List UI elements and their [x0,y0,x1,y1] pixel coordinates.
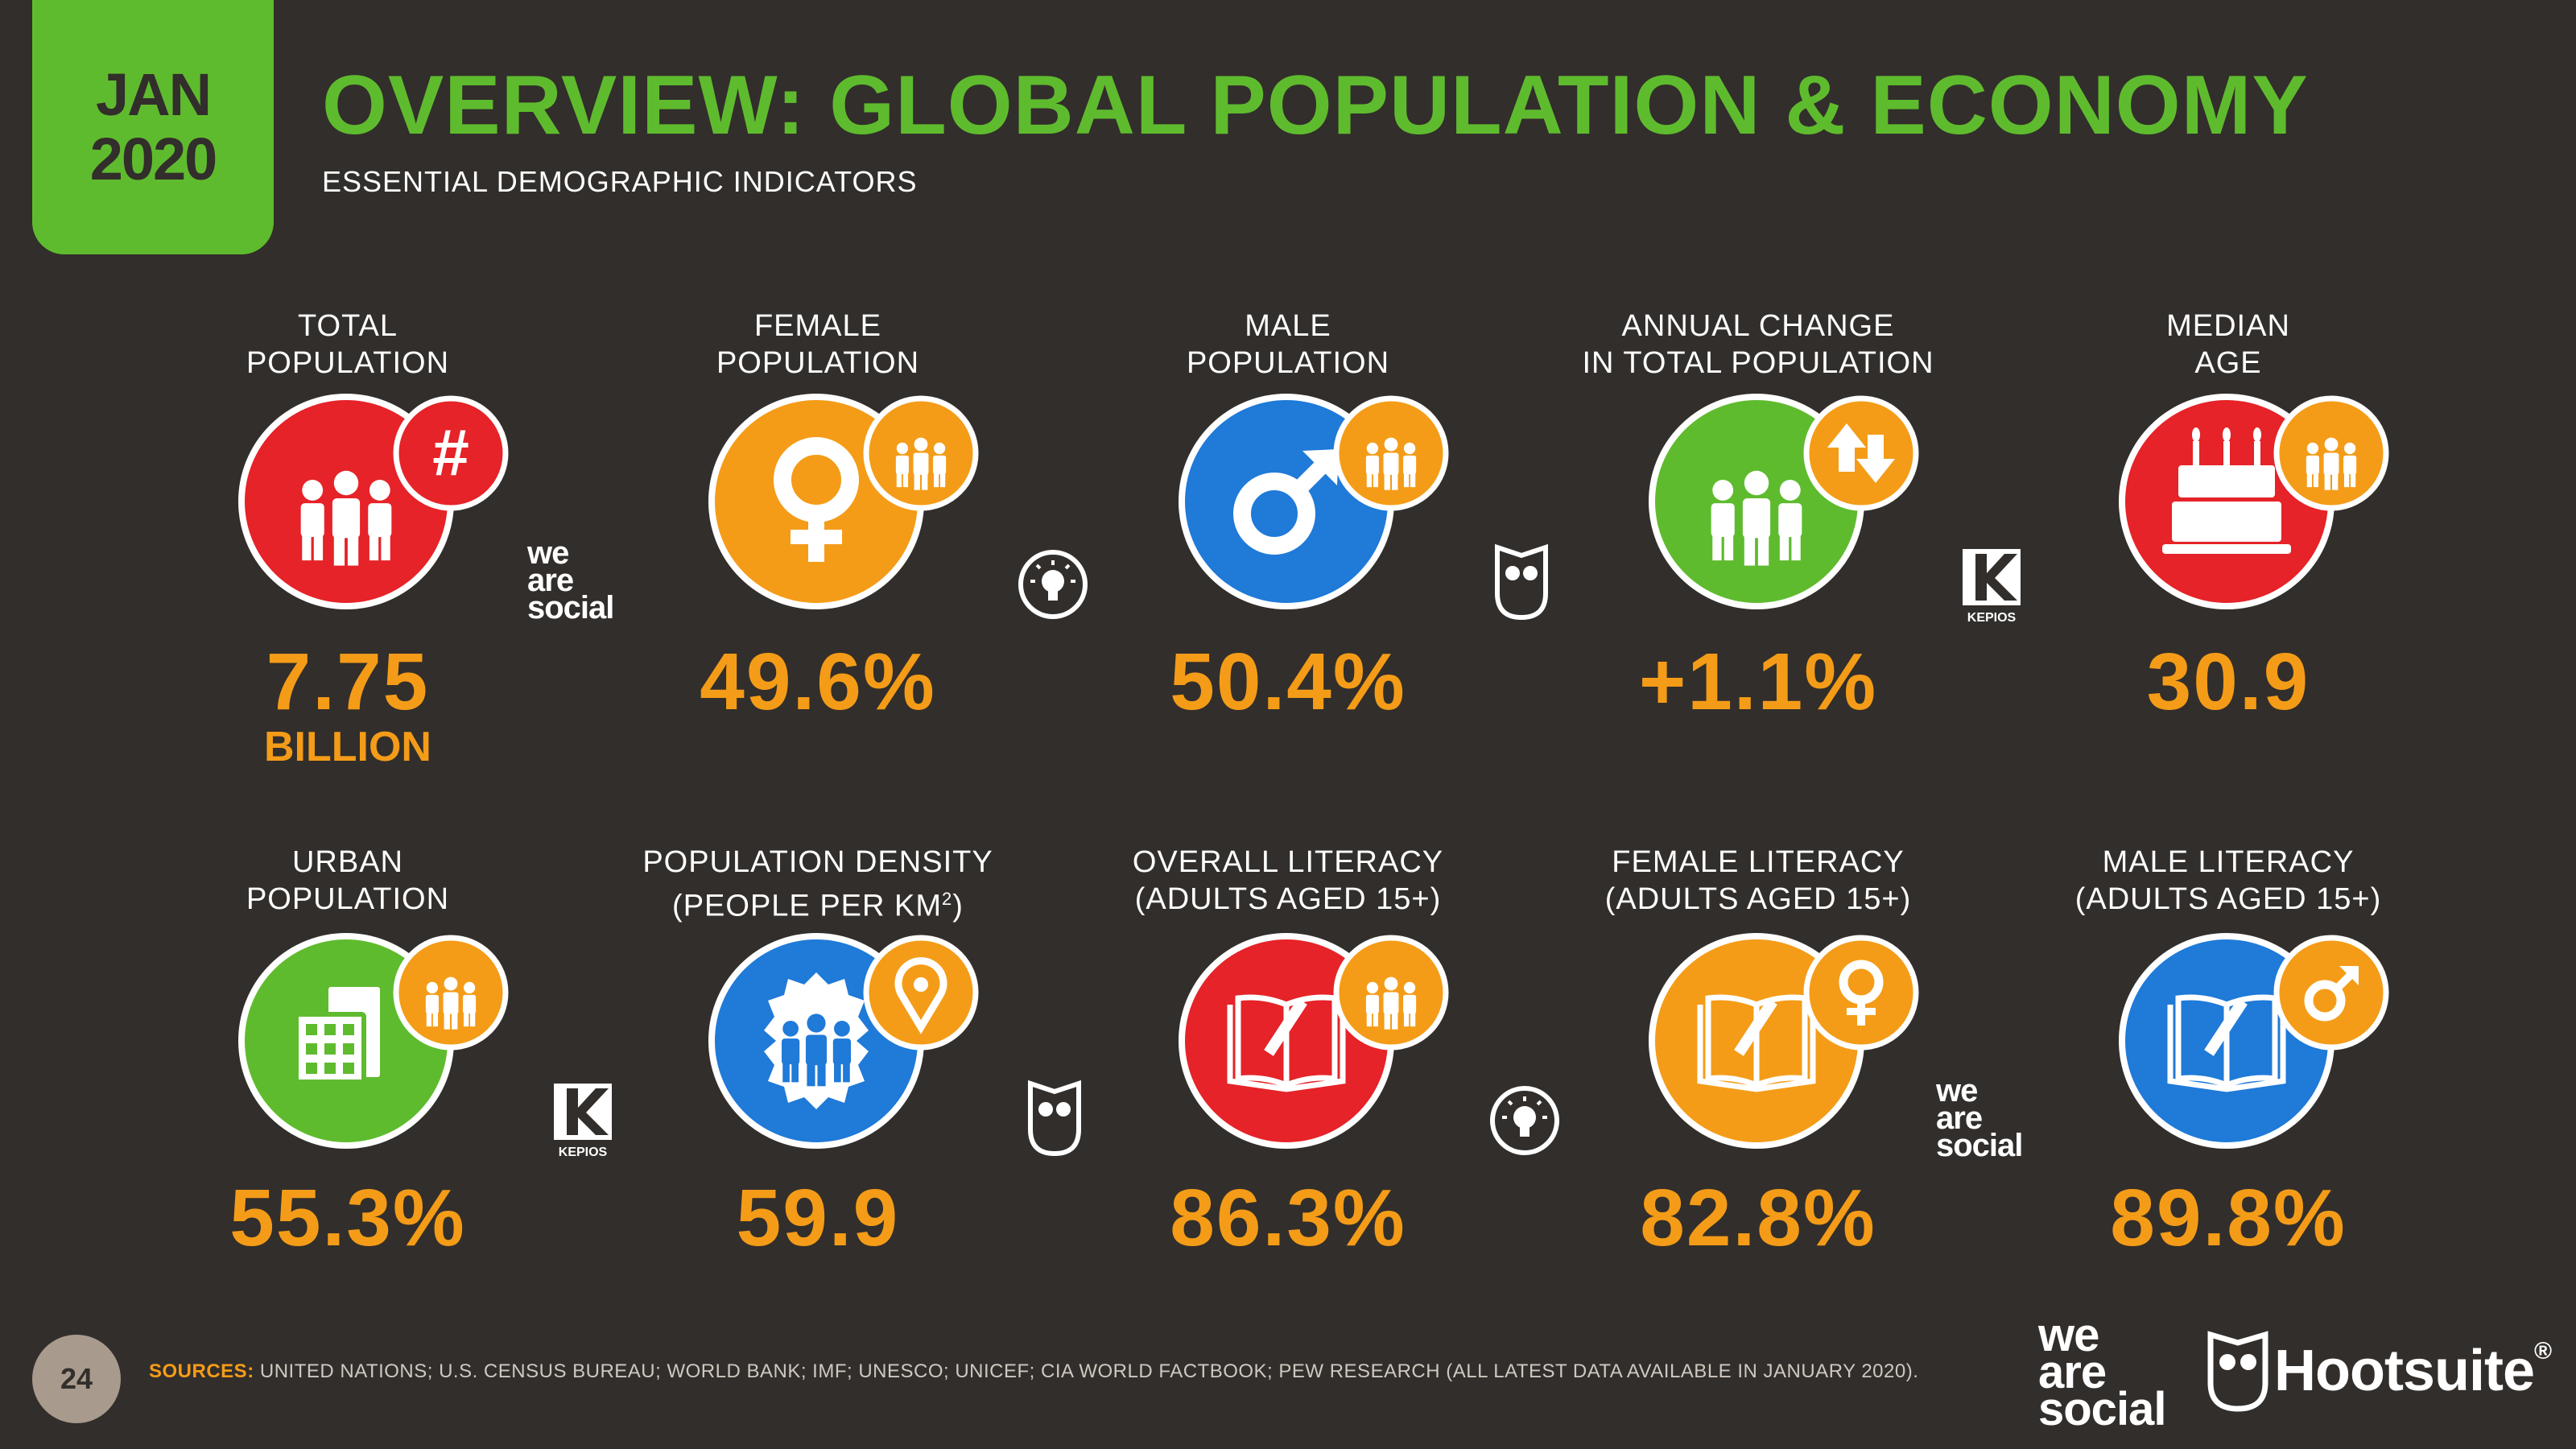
male-literacy-label: MALE LITERACY (ADULTS AGED 15+) [2074,845,2382,916]
annual-change-label: ANNUAL CHANGE IN TOTAL POPULATION [1582,309,1934,380]
book-male-icon [2119,933,2389,1149]
date-badge: JAN 2020 [32,0,274,254]
male-population-label: MALE POPULATION [1186,309,1390,380]
sources-note: SOURCES: UNITED NATIONS; U.S. CENSUS BUR… [149,1360,1919,1382]
page-number: 24 [32,1335,121,1423]
page-subtitle: ESSENTIAL DEMOGRAPHIC INDICATORS [322,165,918,198]
total-population-label: TOTAL POPULATION [246,309,450,380]
we-are-social-logo: we are social [2038,1309,2166,1435]
total-population-unit: BILLION [264,724,431,770]
female-population-value: 49.6% [700,637,936,727]
female-symbol-icon [708,394,979,609]
birthday-cake-icon [2119,394,2389,609]
male-population-value: 50.4% [1170,637,1406,727]
svg-text:#: # [432,416,469,489]
hootsuite-owl-icon [1028,1080,1081,1157]
population-density-value: 59.9 [736,1173,900,1263]
lightbulb-logo-icon [1018,550,1088,619]
overall-literacy-value: 86.3% [1170,1173,1406,1263]
total-population-value: 7.75 [266,637,430,727]
date-year: 2020 [89,126,218,192]
date-month: JAN [95,61,212,128]
urban-population-label: URBAN POPULATION [246,845,450,916]
hootsuite-owl-icon [1495,543,1548,621]
people-hash-icon: # [238,394,509,609]
female-literacy-value: 82.8% [1640,1173,1876,1263]
page-title: OVERVIEW: GLOBAL POPULATION & ECONOMY [322,59,2309,152]
book-pencil-icon [1179,933,1449,1149]
female-population-label: FEMALE POPULATION [716,309,920,380]
city-building-icon [238,933,509,1149]
median-age-label: MEDIAN AGE [2166,309,2290,380]
we-are-social-logo: we are social [527,535,614,625]
male-symbol-icon [1179,394,1449,609]
female-literacy-label: FEMALE LITERACY (ADULTS AGED 15+) [1604,845,1912,916]
median-age-value: 30.9 [2146,637,2310,727]
density-pin-icon [708,933,979,1149]
lightbulb-logo-icon [1490,1086,1559,1155]
people-updown-icon [1649,394,1919,609]
population-density-label: POPULATION DENSITY (PEOPLE PER KM2) [642,845,993,923]
book-female-icon [1649,933,1919,1149]
overall-literacy-label: OVERALL LITERACY (ADULTS AGED 15+) [1132,845,1444,916]
annual-change-value: +1.1% [1638,637,1878,727]
hootsuite-logo: Hootsuite® [2274,1338,2552,1403]
we-are-social-logo: we are social [1936,1073,2023,1163]
kepios-text: KEPIOS [559,1146,608,1159]
kepios-text: KEPIOS [1967,611,2017,625]
male-literacy-value: 89.8% [2110,1173,2347,1263]
urban-population-value: 55.3% [229,1173,466,1263]
hootsuite-owl-icon [2207,1331,2268,1412]
kepios-logo-icon: KEPIOS [554,1084,612,1159]
kepios-logo-icon: KEPIOS [1963,549,2021,625]
